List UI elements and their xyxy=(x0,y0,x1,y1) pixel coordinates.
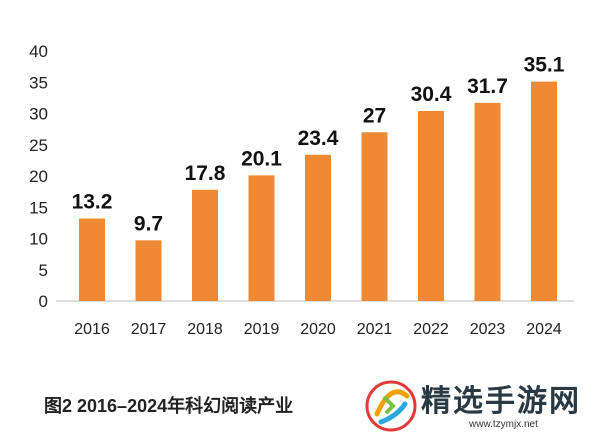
bars: 13.2 9.7 17.8 20.1 23.4 27 30.4 31.7 35.1 xyxy=(72,54,565,301)
data-label-2021: 27 xyxy=(363,104,386,127)
bar-2021 xyxy=(361,132,388,301)
x-tick-label: 2023 xyxy=(470,321,506,338)
bar-2022 xyxy=(418,111,444,301)
x-tick-label: 2016 xyxy=(74,321,110,338)
watermark-logo-icon xyxy=(365,380,417,432)
y-tick-label: 30 xyxy=(29,105,48,124)
bar-2019 xyxy=(248,175,275,301)
y-tick-label: 40 xyxy=(29,42,48,61)
bar-2023 xyxy=(474,102,501,301)
watermark-url: www.tzymjx.net xyxy=(469,419,538,430)
bar-2024 xyxy=(531,81,557,301)
y-tick-label: 0 xyxy=(39,292,48,311)
y-tick-label: 15 xyxy=(29,198,48,217)
data-label-2016: 13.2 xyxy=(72,191,113,214)
data-label-2018: 17.8 xyxy=(185,162,226,185)
data-label-2020: 23.4 xyxy=(298,127,339,150)
x-axis-ticks: 2016 2017 2018 2019 2020 2021 2022 2023 2024 xyxy=(74,321,562,338)
y-tick-label: 10 xyxy=(29,230,48,249)
bar-2017 xyxy=(135,240,162,301)
x-tick-label: 2017 xyxy=(131,321,167,338)
data-label-2024: 35.1 xyxy=(524,54,565,77)
x-tick-label: 2022 xyxy=(413,321,449,338)
bar-2016 xyxy=(79,218,105,301)
x-tick-label: 2024 xyxy=(526,321,562,338)
y-tick-label: 5 xyxy=(39,261,48,280)
bar-chart: 0 5 10 15 20 25 30 35 40 13.2 9.7 17.8 20.1 23.4 27 30… xyxy=(29,42,574,338)
data-label-2022: 30.4 xyxy=(411,83,452,106)
x-tick-label: 2020 xyxy=(300,321,336,338)
x-tick-label: 2019 xyxy=(244,321,280,338)
y-axis-ticks: 0 5 10 15 20 25 30 35 40 xyxy=(29,42,48,311)
y-tick-label: 35 xyxy=(29,73,48,92)
y-tick-label: 25 xyxy=(29,136,48,155)
data-label-2023: 31.7 xyxy=(467,75,508,98)
x-tick-label: 2018 xyxy=(187,321,223,338)
figure-caption: 图2 2016–2024年科幻阅读产业 xyxy=(44,396,294,416)
watermark-name: 精选手游网 xyxy=(421,384,581,419)
bar-2018 xyxy=(192,189,218,301)
bar-2020 xyxy=(305,154,331,301)
y-tick-label: 20 xyxy=(29,167,48,186)
data-label-2019: 20.1 xyxy=(241,147,282,170)
x-tick-label: 2021 xyxy=(357,321,393,338)
data-label-2017: 9.7 xyxy=(134,212,163,235)
watermark: 精选手游网 www.tzymjx.net xyxy=(359,370,597,442)
